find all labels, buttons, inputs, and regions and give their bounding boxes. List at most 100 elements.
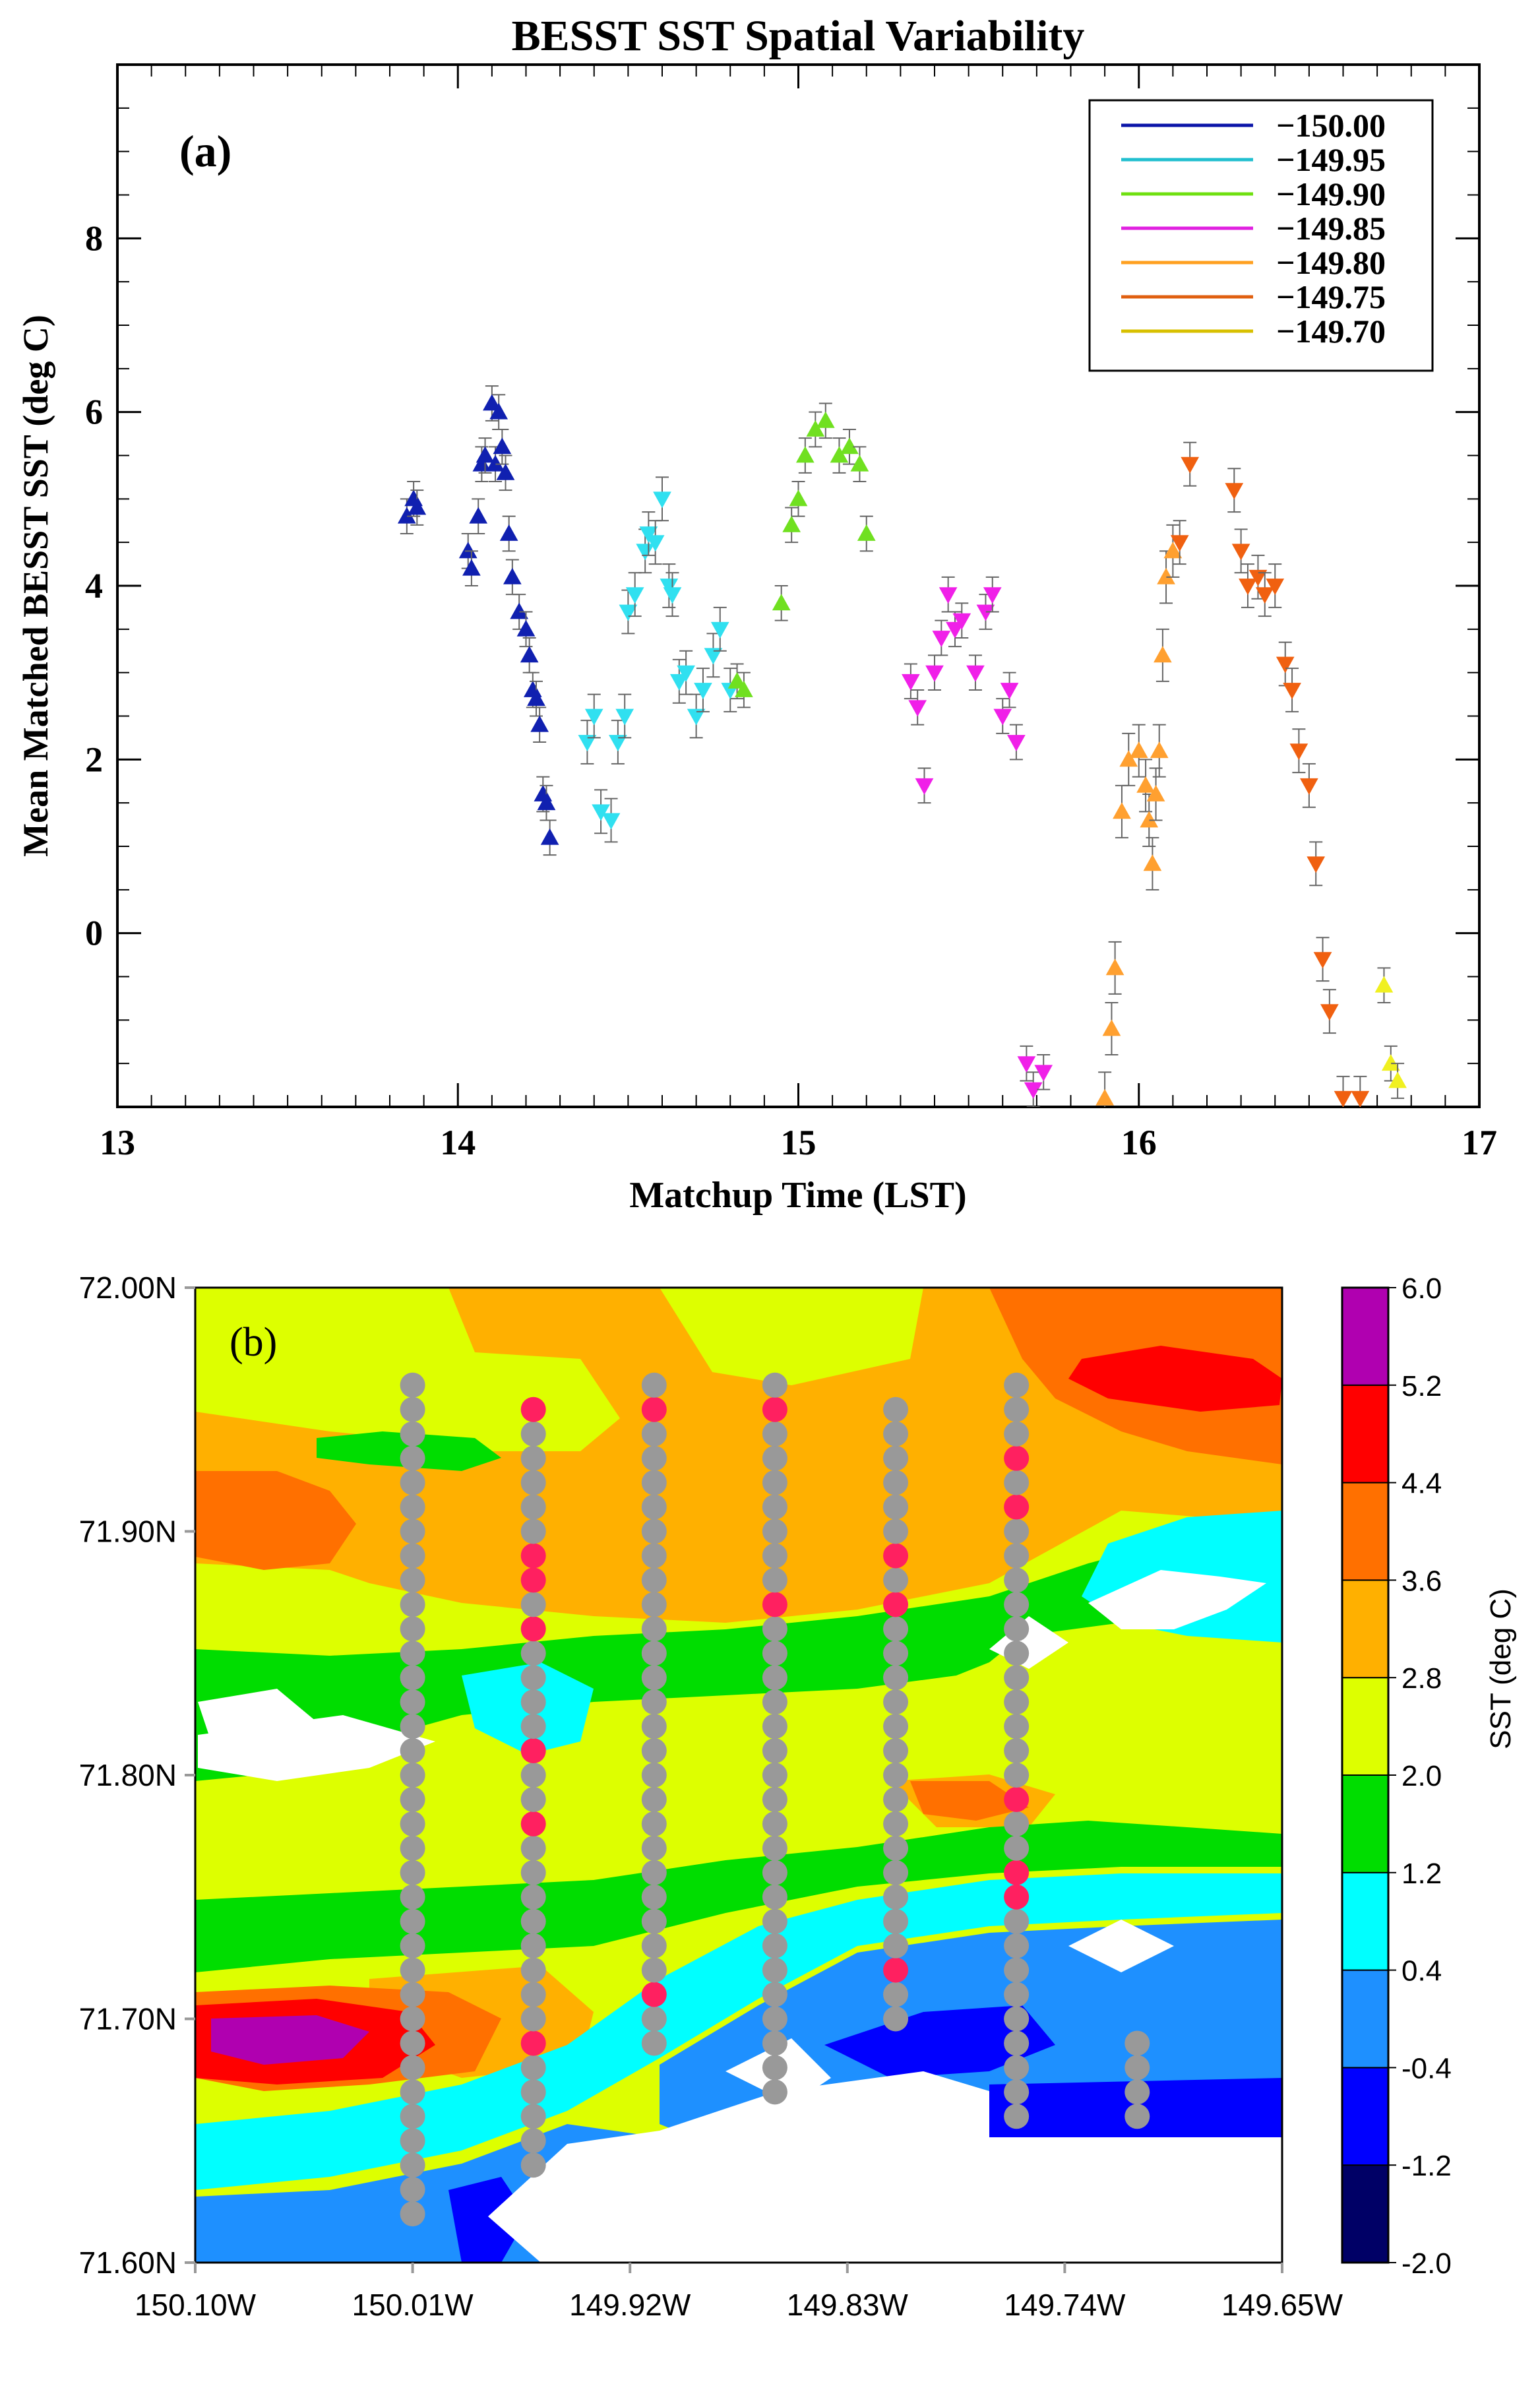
observation-point [1004, 1933, 1030, 1959]
data-point [663, 587, 682, 604]
observation-point-highlight [520, 1567, 546, 1593]
figure-title: BESST SST Spatial Variability [512, 12, 1085, 60]
observation-point [762, 1519, 787, 1544]
observation-point-highlight [1004, 1494, 1030, 1520]
observation-point [641, 1421, 667, 1447]
observation-point [400, 1470, 425, 1495]
panel-b-label: (b) [230, 1320, 277, 1365]
observation-point [641, 1884, 667, 1910]
observation-point [400, 1908, 425, 1934]
colorbar-tick-label: 6.0 [1401, 1272, 1442, 1305]
legend-box [1088, 99, 1434, 372]
observation-point [400, 2006, 425, 2032]
colorbar: 6.0 5.2 4.4 3.6 2.8 2.0 1.2 0.4 -0.4 -1.2 -2.0 [1341, 1272, 1452, 2280]
observation-point [520, 1421, 546, 1447]
observation-point [641, 1714, 667, 1739]
observation-point-highlight [1004, 1884, 1030, 1910]
colorbar-tick-label: 2.0 [1401, 1760, 1442, 1792]
observation-point [520, 1763, 546, 1788]
observation-point [1004, 1592, 1030, 1617]
observation-point [883, 1763, 909, 1788]
observation-point [641, 1665, 667, 1691]
observation-point [883, 1884, 909, 1910]
observation-track [1004, 1372, 1030, 2129]
observation-point [883, 1982, 909, 2007]
observation-point [520, 1835, 546, 1861]
observation-point [1124, 2079, 1150, 2105]
observation-point [641, 1957, 667, 1983]
series-5 [1095, 524, 1183, 1107]
observation-point-highlight [762, 1592, 787, 1617]
data-point [1313, 952, 1332, 969]
data-point [1381, 1054, 1400, 1071]
observation-point [400, 1616, 425, 1642]
x-tick-label: 149.92W [569, 2288, 691, 2322]
data-point [540, 828, 559, 845]
observation-point [520, 1665, 546, 1691]
observation-point [400, 1567, 425, 1593]
observation-point [400, 2079, 425, 2105]
series-4 [902, 576, 1053, 1107]
colorbar-swatch [1341, 1969, 1389, 2069]
data-point [639, 526, 658, 544]
data-point [503, 567, 522, 584]
observation-point [883, 1860, 909, 1885]
data-point [469, 507, 488, 524]
observation-point-highlight [641, 1982, 667, 2007]
data-point [578, 735, 597, 752]
no-data-patch [1068, 1920, 1174, 1972]
observation-point [520, 2104, 546, 2129]
panel-b: 150.10W 150.01W 149.92W 149.83W 149.74W 149.6… [79, 1270, 1517, 2322]
panel-a-x-ticks: 13 14 15 16 17 [100, 65, 1497, 1162]
data-point [584, 708, 603, 726]
data-point [830, 446, 849, 463]
observation-point [762, 1665, 787, 1691]
observation-point [883, 1616, 909, 1642]
data-point [1024, 1082, 1043, 1099]
x-tick-label: 150.10W [135, 2288, 257, 2322]
data-point [669, 674, 689, 691]
data-point [772, 594, 791, 611]
observation-point [762, 1714, 787, 1739]
legend-label: −150.00 [1276, 107, 1386, 144]
observation-point [883, 1421, 909, 1447]
no-data-patch [1088, 1570, 1266, 1629]
y-tick-label: 71.80N [79, 1758, 177, 1792]
data-point [710, 621, 729, 639]
data-point [636, 544, 655, 561]
observation-point [1004, 1763, 1030, 1788]
observation-point [762, 1689, 787, 1715]
observation-point [400, 2030, 425, 2056]
data-point [806, 420, 825, 437]
observation-point [641, 1519, 667, 1544]
observation-point [1004, 1957, 1030, 1983]
observation-point [400, 1445, 425, 1471]
observation-point [400, 1860, 425, 1885]
data-point [677, 665, 695, 682]
observation-point-highlight [520, 1738, 546, 1764]
panel-a-data [397, 385, 1407, 1107]
data-point [1143, 854, 1162, 871]
observation-point [641, 1372, 667, 1398]
colorbar-swatch [1341, 1871, 1389, 1971]
y-tick-label: 6 [85, 392, 103, 432]
data-point [976, 604, 995, 621]
observation-point-highlight [1004, 1445, 1030, 1471]
data-point [1351, 1090, 1370, 1107]
observation-point [400, 1786, 425, 1812]
observation-point [520, 1860, 546, 1885]
observation-point [400, 1933, 425, 1959]
panel-a-label: (a) [179, 126, 231, 176]
observation-point-highlight [520, 1396, 546, 1422]
observation-point [400, 1665, 425, 1691]
observation-point [1124, 2104, 1150, 2129]
x-tick-label: 149.74W [1004, 2288, 1126, 2322]
data-point [1113, 802, 1131, 819]
data-point [1239, 579, 1257, 596]
observation-point [400, 1835, 425, 1861]
data-point [1150, 741, 1169, 759]
data-point [1248, 569, 1268, 586]
observation-point [762, 1982, 787, 2007]
observation-point [762, 2006, 787, 2032]
